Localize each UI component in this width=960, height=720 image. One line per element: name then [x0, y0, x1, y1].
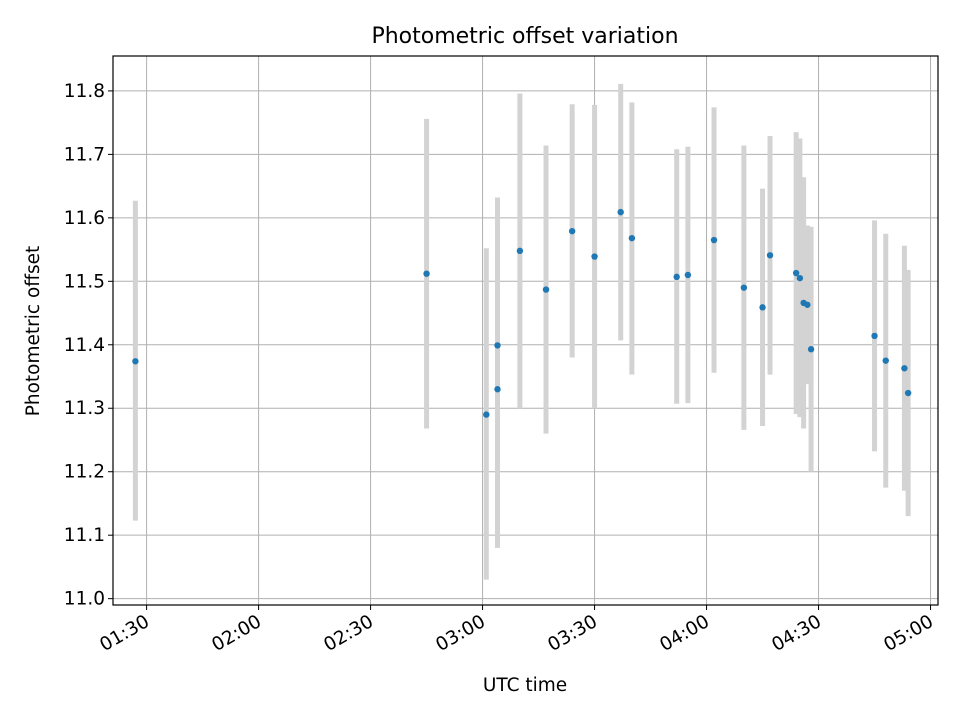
x-axis-title: UTC time [483, 675, 567, 696]
data-point [766, 252, 774, 259]
data-point [807, 346, 815, 353]
data-point [628, 234, 636, 242]
y-axis: 11.0 11.1 11.2 11.3 11.4 11.5 11.6 11.7 11.8 [64, 81, 113, 610]
data-point [740, 284, 748, 291]
data-point [132, 358, 139, 365]
data-point [901, 365, 908, 372]
data-points [132, 208, 912, 418]
y-tick-label: 11.8 [64, 81, 105, 102]
data-point [904, 389, 912, 397]
data-point [483, 411, 490, 418]
data-point [568, 227, 576, 235]
data-point [882, 357, 889, 364]
data-point [423, 270, 430, 277]
y-tick-label: 11.1 [64, 525, 105, 546]
y-axis-title: Photometric offset [23, 246, 44, 417]
chart-title: Photometric offset variation [371, 24, 678, 49]
y-tick-label: 11.4 [64, 335, 105, 356]
data-point [494, 386, 501, 393]
y-tick-label: 11.7 [64, 144, 105, 165]
data-point [792, 269, 800, 277]
data-point [617, 208, 624, 216]
y-tick-label: 11.6 [64, 208, 105, 229]
data-point [796, 274, 804, 282]
y-tick-label: 11.0 [64, 589, 105, 610]
plot-frame [112, 55, 939, 606]
data-point [673, 273, 680, 281]
data-point [516, 247, 524, 255]
data-point [759, 304, 766, 311]
data-point [871, 332, 878, 340]
y-tick-label: 11.3 [64, 398, 105, 419]
data-point [684, 271, 692, 279]
data-point [804, 301, 811, 308]
y-tick-label: 11.2 [64, 462, 105, 483]
y-tick-label: 11.5 [64, 271, 105, 292]
data-point [494, 342, 501, 349]
data-point [710, 236, 718, 244]
data-point [591, 253, 598, 260]
data-point [542, 286, 550, 293]
